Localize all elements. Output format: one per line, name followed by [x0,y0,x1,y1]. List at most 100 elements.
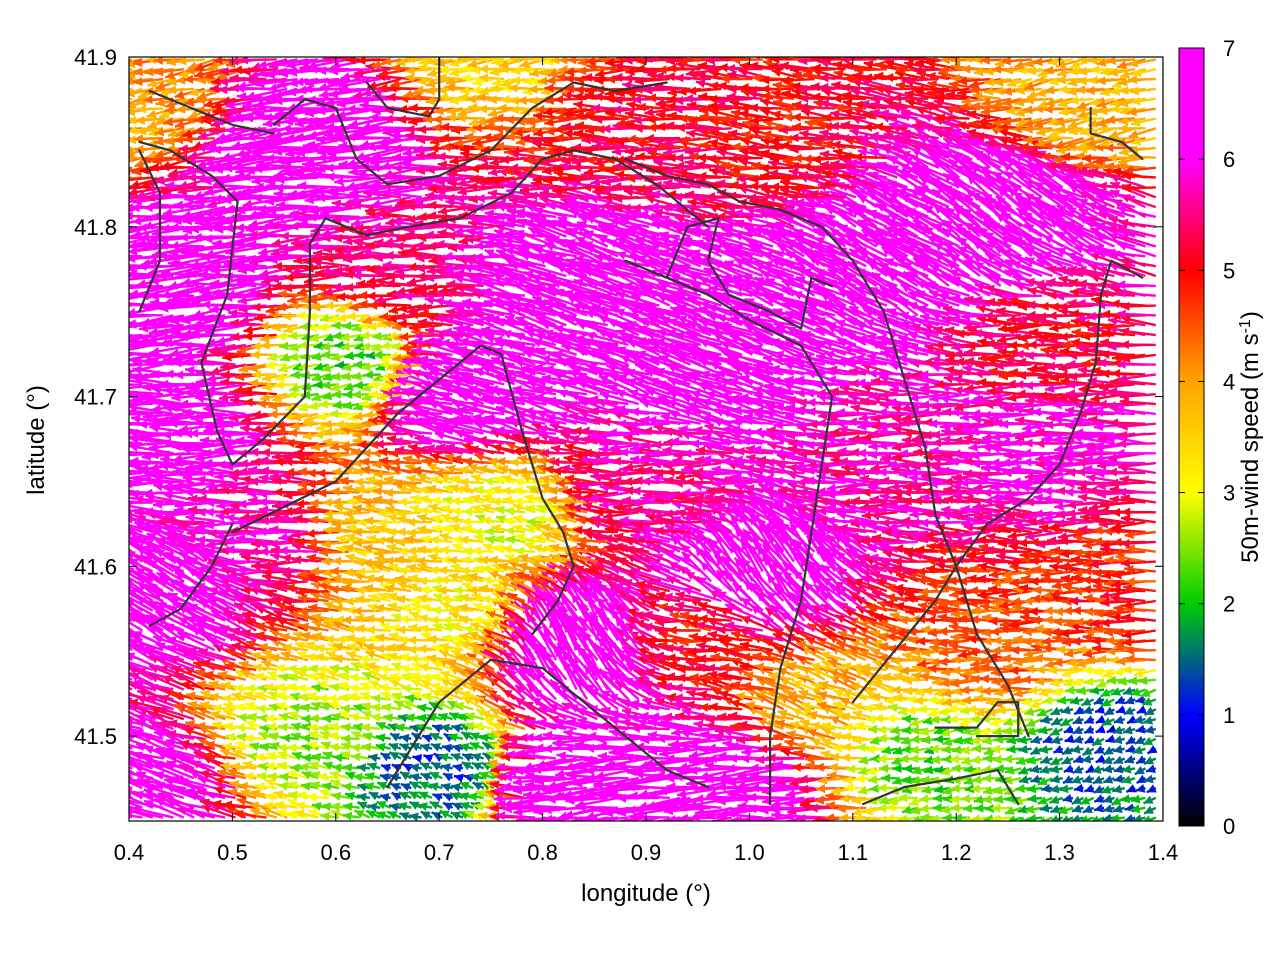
wind-vector [1134,695,1146,705]
wind-vector [129,471,133,475]
wind-vector [1135,724,1146,734]
wind-vector [213,786,247,800]
wind-vector [1136,705,1147,715]
wind-vector [852,814,877,821]
wind-vector [430,742,443,752]
wind-vector [129,780,143,790]
wind-vector [1052,745,1064,754]
wind-vector [1130,804,1146,814]
wind-vector [306,792,329,802]
wind-vector [129,663,143,672]
wind-vector [1084,735,1095,745]
wind-vector [129,805,133,809]
wind-vector [467,792,484,802]
wind-vector [342,782,360,792]
wind-vector [331,791,350,801]
wind-vector [388,742,402,752]
wind-vector [388,751,402,761]
wind-vector [129,766,133,770]
wind-vector [1070,775,1084,784]
wind-vector [1050,716,1064,726]
wind-vector [897,814,919,821]
wind-vector [399,733,412,743]
wind-vector [418,613,443,623]
wind-vector [1026,784,1043,794]
wind-vector [867,775,888,784]
wind-vector [233,809,267,819]
wind-vector [440,782,453,792]
wind-vector [263,801,288,811]
wind-vector [1073,783,1084,793]
wind-vector [129,706,133,711]
wind-vector [227,788,257,800]
wind-vector [400,782,412,792]
wind-vector [408,812,422,821]
wind-vector [1057,805,1074,815]
wind-vector [1144,725,1157,734]
wind-vector [1038,745,1053,754]
wind-vector [1049,795,1064,804]
wind-vector [1118,430,1156,440]
wind-vector [129,814,133,819]
wind-vector [454,702,474,711]
wind-vector [418,780,433,790]
wind-vector [429,732,443,742]
wind-vector [970,814,991,821]
wind-vector [1124,695,1136,705]
wind-vector [1037,796,1053,805]
wind-vector [342,802,360,812]
wind-vector [1063,764,1074,773]
wind-vector [898,793,918,803]
wind-vector [353,809,371,819]
wind-vector [1026,813,1043,821]
wind-vector [391,791,402,801]
wind-vector [748,815,794,821]
wind-vector [1079,796,1095,806]
wind-vector [1144,706,1157,716]
wind-vector [408,780,423,790]
wind-vector [383,713,402,723]
wind-vector [1122,637,1156,647]
wind-vector [1060,756,1074,765]
wind-vector [375,811,392,820]
wind-vector [1082,705,1095,715]
wind-vector [637,796,681,811]
wind-vector [1062,793,1074,803]
wind-vector [129,422,133,425]
wind-vector [1084,784,1095,793]
wind-vector [129,790,143,799]
wind-vector [129,530,133,534]
wind-vector [129,461,133,465]
wind-vector [129,333,133,337]
wind-vector [129,412,133,416]
wind-vector [442,772,454,782]
wind-vector [398,791,412,801]
wind-vector [430,761,443,771]
wind-vector [129,618,133,622]
wind-vector [429,800,443,810]
wind-vector [1058,784,1074,794]
wind-vector [129,696,133,701]
wind-vector [1072,754,1084,764]
wind-vector [1125,784,1137,793]
wind-vector [129,646,133,652]
wind-vector [1135,755,1147,765]
wind-vector [439,809,454,819]
wind-vector [524,801,567,811]
wind-vector [129,656,133,662]
wind-vector [1093,803,1105,813]
wind-vector [1083,715,1095,725]
wind-vector [514,546,536,556]
wind-vector [129,539,133,544]
wind-vector [356,792,371,802]
wind-vector [129,676,133,681]
wind-vector [184,806,226,819]
wind-vector [129,779,154,790]
wind-vector [1117,439,1156,449]
wind-vector [129,519,133,524]
wind-vector [1134,735,1146,745]
wind-vector [1030,735,1043,744]
wind-vector [1145,764,1157,773]
wind-vector [197,775,236,790]
